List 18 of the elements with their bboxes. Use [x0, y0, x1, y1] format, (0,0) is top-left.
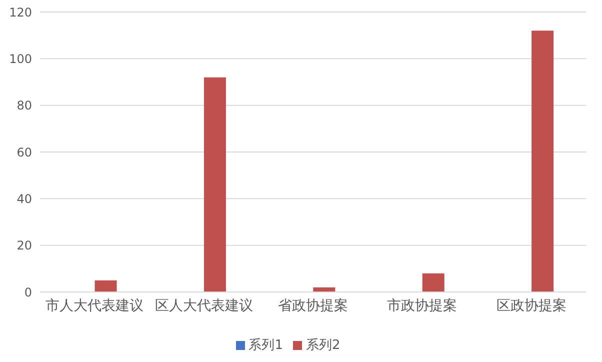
bar [204, 77, 226, 292]
y-tick-label: 0 [24, 285, 32, 300]
y-tick-label: 20 [16, 238, 32, 253]
x-tick-label: 市人大代表建议 [46, 298, 144, 314]
legend-label: 系列2 [306, 338, 340, 353]
legend-label: 系列1 [248, 338, 283, 353]
x-tick-label: 省政协提案 [278, 296, 348, 314]
y-tick-label: 120 [9, 5, 32, 20]
x-tick-label: 区人大代表建议 [154, 298, 253, 314]
bar [532, 30, 554, 292]
x-tick-label: 市政协提案 [387, 296, 458, 314]
y-tick-label: 60 [16, 145, 32, 160]
y-tick-label: 40 [16, 192, 32, 206]
y-tick-label: 100 [9, 52, 32, 66]
bar [422, 273, 444, 292]
y-tick-label: 80 [16, 98, 32, 113]
bar [94, 280, 117, 292]
x-tick-label: 区政协提案 [496, 296, 566, 314]
